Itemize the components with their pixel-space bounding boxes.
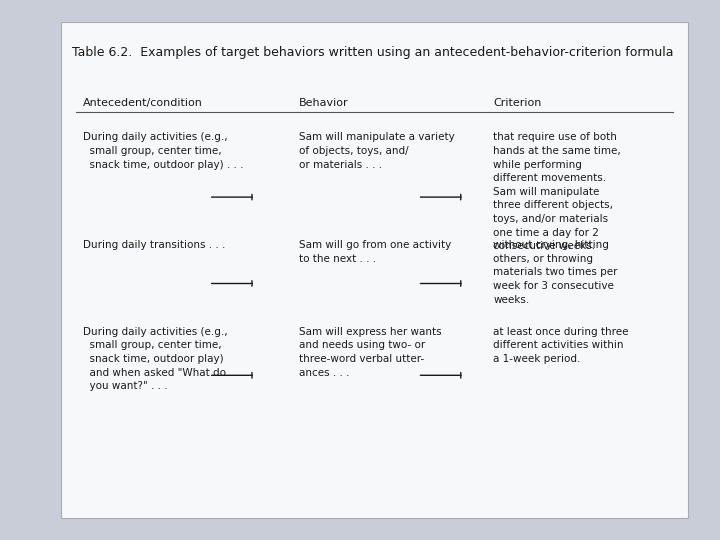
Text: without crying, hitting
others, or throwing
materials two times per
week for 3 c: without crying, hitting others, or throw…: [493, 240, 618, 305]
Text: Criterion: Criterion: [493, 98, 541, 108]
Text: During daily activities (e.g.,
  small group, center time,
  snack time, outdoor: During daily activities (e.g., small gro…: [83, 327, 228, 391]
Text: Sam will manipulate a variety
of objects, toys, and/
or materials . . .: Sam will manipulate a variety of objects…: [299, 132, 454, 170]
Text: Sam will express her wants
and needs using two- or
three-word verbal utter-
ance: Sam will express her wants and needs usi…: [299, 327, 441, 377]
Text: Sam will go from one activity
to the next . . .: Sam will go from one activity to the nex…: [299, 240, 451, 264]
Text: Antecedent/condition: Antecedent/condition: [83, 98, 202, 108]
Text: During daily transitions . . .: During daily transitions . . .: [83, 240, 225, 251]
Text: During daily activities (e.g.,
  small group, center time,
  snack time, outdoor: During daily activities (e.g., small gro…: [83, 132, 243, 170]
Text: at least once during three
different activities within
a 1-week period.: at least once during three different act…: [493, 327, 629, 364]
Text: that require use of both
hands at the same time,
while performing
different move: that require use of both hands at the sa…: [493, 132, 621, 251]
FancyBboxPatch shape: [61, 22, 688, 518]
Text: Table 6.2.  Examples of target behaviors written using an antecedent-behavior-cr: Table 6.2. Examples of target behaviors …: [72, 46, 673, 59]
Text: Behavior: Behavior: [299, 98, 348, 108]
